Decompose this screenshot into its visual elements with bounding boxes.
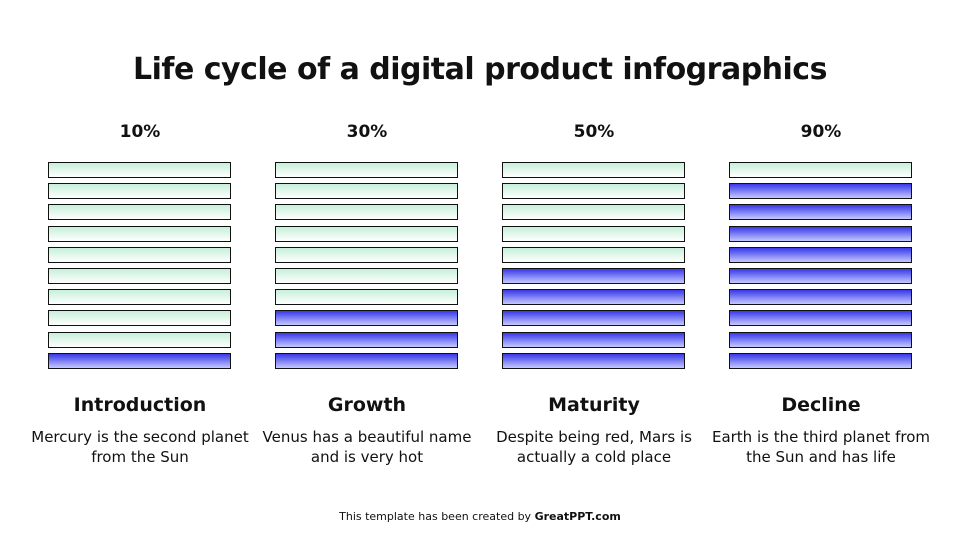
stage-column-maturity: 50% Maturity Despite being red, Mars is …	[496, 120, 692, 467]
footer-prefix: This template has been created by	[339, 510, 535, 523]
page-title: Life cycle of a digital product infograp…	[133, 52, 827, 87]
level-bars	[729, 162, 913, 372]
empty-level-bar	[502, 204, 685, 221]
stage-name: Decline	[781, 394, 861, 416]
empty-level-bar	[48, 289, 231, 306]
filled-level-bar	[729, 225, 912, 242]
stage-name: Maturity	[548, 394, 640, 416]
stage-name: Introduction	[73, 394, 207, 416]
empty-level-bar	[275, 246, 458, 263]
empty-level-bar	[48, 225, 231, 242]
filled-level-bar	[729, 352, 912, 369]
filled-level-bar	[48, 352, 231, 369]
level-bars	[275, 162, 459, 372]
stage-description: Despite being red, Mars is actually a co…	[496, 428, 692, 466]
level-bars	[48, 162, 232, 372]
filled-level-bar	[502, 331, 685, 348]
filled-level-bar	[729, 331, 912, 348]
percent-label: 30%	[346, 122, 388, 142]
empty-level-bar	[48, 331, 231, 348]
empty-level-bar	[275, 204, 458, 221]
filled-level-bar	[275, 331, 458, 348]
empty-level-bar	[275, 268, 458, 284]
filled-level-bar	[729, 268, 912, 284]
empty-level-bar	[502, 246, 685, 263]
percent-label: 10%	[119, 122, 161, 142]
empty-level-bar	[275, 225, 458, 242]
stage-column-introduction: 10% Introduction Mercury is the second p…	[31, 120, 248, 467]
footer-brand: GreatPPT.com	[534, 510, 621, 523]
stage-description: Mercury is the second planet from the Su…	[31, 428, 249, 466]
empty-level-bar	[48, 246, 231, 263]
empty-level-bar	[502, 162, 685, 178]
filled-level-bar	[729, 204, 912, 221]
filled-level-bar	[729, 310, 912, 327]
empty-level-bar	[48, 204, 231, 221]
stage-column-decline: 90% Decline Earth is the third planet fr…	[712, 120, 930, 467]
empty-level-bar	[48, 183, 231, 200]
empty-level-bar	[275, 183, 458, 200]
stage-name: Growth	[327, 394, 407, 416]
footer-credit: This template has been created by GreatP…	[0, 510, 960, 523]
filled-level-bar	[729, 246, 912, 263]
percent-label: 90%	[800, 122, 842, 142]
empty-level-bar	[729, 162, 912, 178]
filled-level-bar	[502, 268, 685, 284]
filled-level-bar	[729, 183, 912, 200]
filled-level-bar	[502, 310, 685, 327]
empty-level-bar	[48, 310, 231, 327]
percent-label: 50%	[573, 122, 615, 142]
empty-level-bar	[502, 183, 685, 200]
filled-level-bar	[502, 289, 685, 306]
empty-level-bar	[502, 225, 685, 242]
filled-level-bar	[275, 352, 458, 369]
stage-column-growth: 30% Growth Venus has a beautiful name an…	[263, 120, 472, 467]
filled-level-bar	[275, 310, 458, 327]
empty-level-bar	[48, 162, 231, 178]
filled-level-bar	[729, 289, 912, 306]
empty-level-bar	[48, 268, 231, 284]
stage-description: Venus has a beautiful name and is very h…	[262, 428, 472, 466]
filled-level-bar	[502, 352, 685, 369]
stage-description: Earth is the third planet from the Sun a…	[711, 428, 931, 466]
empty-level-bar	[275, 162, 458, 178]
empty-level-bar	[275, 289, 458, 306]
level-bars	[502, 162, 686, 372]
